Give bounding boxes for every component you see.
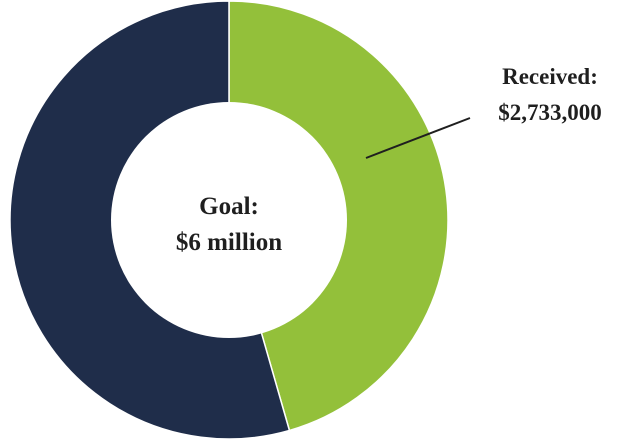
center-goal-value: $6 million	[176, 229, 282, 256]
donut-hole	[111, 102, 347, 338]
callout-leader-line	[365, 117, 471, 159]
callout-label: Received:	[502, 64, 598, 89]
center-goal-label: Goal:	[199, 193, 259, 220]
callout-value: $2,733,000	[498, 100, 602, 125]
